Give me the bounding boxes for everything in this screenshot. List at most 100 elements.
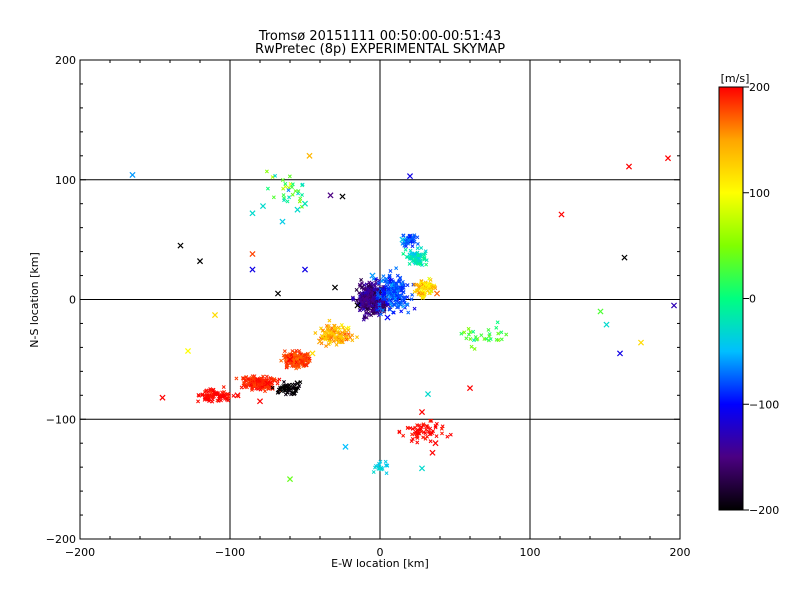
scatter-dot: [286, 188, 291, 193]
scatter-dot: [385, 463, 390, 468]
scatter-dot: [290, 386, 295, 391]
scatter-dot: [290, 182, 295, 187]
colorbar: [718, 86, 744, 511]
scatter-point: [249, 266, 256, 273]
scatter-point: [616, 350, 624, 357]
scatter-dot: [367, 280, 372, 285]
colorbar-ticks: 200 100 0 −100 −200: [743, 81, 779, 517]
x-tick-label: 200: [670, 546, 691, 559]
scatter-dot: [257, 385, 262, 390]
scatter-dot: [398, 285, 402, 290]
scatter-point: [301, 200, 309, 207]
scatter-dot: [496, 331, 501, 336]
scatter-dot: [371, 282, 376, 287]
scatter-dot: [265, 186, 270, 191]
scatter-dot: [300, 360, 305, 364]
scatter-dot: [397, 429, 402, 434]
scatter-dot: [381, 287, 386, 292]
scatter-dot: [366, 283, 371, 288]
scatter-point: [294, 380, 301, 387]
scatter-dot: [271, 378, 276, 383]
scatter-points: [129, 152, 678, 483]
x-tick-label: 100: [520, 546, 541, 559]
scatter-dot: [388, 269, 393, 273]
scatter-dot: [280, 385, 285, 390]
scatter-dot: [415, 288, 420, 293]
scatter-dot: [252, 383, 257, 388]
scatter-dot: [366, 286, 371, 291]
scatter-dot: [287, 386, 292, 391]
scatter-dot: [279, 389, 284, 394]
x-tick-label: −100: [215, 546, 245, 559]
scatter-dot: [410, 292, 415, 297]
scatter-dot: [297, 199, 302, 204]
scatter-point: [301, 266, 309, 273]
scatter-dot: [418, 426, 423, 431]
scatter-dot: [472, 347, 477, 351]
scatter-dot: [392, 289, 397, 294]
scatter-dot: [420, 295, 425, 300]
scatter-dot: [378, 287, 383, 292]
y-tick-label: 0: [69, 294, 76, 307]
scatter-dot: [427, 283, 431, 288]
scatter-dot: [372, 286, 377, 291]
scatter-dot: [346, 325, 351, 330]
scatter-dot: [341, 325, 346, 330]
scatter-dot: [404, 302, 409, 307]
scatter-dot: [383, 459, 388, 464]
scatter-dot: [364, 310, 369, 315]
scatter-dot: [385, 290, 390, 295]
scatter-dot: [410, 244, 415, 249]
scatter-dot: [398, 276, 403, 281]
scatter-dot: [466, 326, 471, 331]
scatter-dot: [301, 356, 306, 361]
scatter-dot: [295, 357, 300, 361]
scatter-dot: [281, 193, 286, 197]
scatter-dot: [377, 462, 382, 467]
scatter-dot: [297, 384, 302, 389]
colorbar-label: [m/s]: [721, 72, 750, 85]
scatter-dot: [282, 380, 286, 384]
scatter-dot: [466, 332, 471, 337]
scatter-dot: [415, 242, 420, 246]
scatter-dot: [411, 282, 416, 287]
scatter-dot: [440, 431, 444, 436]
scatter-point: [664, 155, 672, 162]
scatter-dot: [231, 393, 236, 398]
scatter-dot: [203, 389, 208, 394]
scatter-dot: [278, 386, 283, 391]
scatter-dot: [390, 293, 395, 298]
scatter-dot: [212, 392, 217, 397]
scatter-dot: [377, 306, 382, 311]
scatter-dot: [351, 296, 355, 301]
colorbar-tick-label: 200: [749, 81, 770, 94]
scatter-dot: [246, 377, 251, 381]
scatter-point: [384, 314, 391, 321]
scatter-dot: [258, 382, 263, 387]
scatter-dot: [328, 330, 333, 335]
scatter-dot: [416, 253, 420, 258]
scatter-dot: [412, 289, 417, 294]
scatter-point: [211, 312, 219, 319]
scatter-dot: [482, 336, 487, 341]
scatter-dot: [284, 361, 289, 366]
scatter-dot: [241, 381, 246, 386]
scatter-dot: [251, 377, 256, 382]
scatter-dot: [371, 295, 376, 300]
scatter-dot: [388, 307, 392, 312]
scatter-dot: [258, 387, 263, 392]
scatter-point: [342, 443, 349, 450]
scatter-dot: [259, 379, 264, 383]
scatter-dot: [403, 247, 408, 252]
scatter-dot: [421, 435, 426, 440]
scatter-dot: [409, 439, 414, 444]
scatter-dot: [211, 394, 216, 399]
scatter-dot: [409, 297, 414, 302]
scatter-dot: [196, 392, 201, 397]
scatter-point: [418, 465, 426, 472]
scatter-dot: [391, 310, 396, 315]
scatter-dot: [494, 325, 499, 330]
scatter-dot: [326, 323, 331, 328]
scatter-dot: [376, 313, 381, 318]
scatter-point: [603, 321, 610, 328]
